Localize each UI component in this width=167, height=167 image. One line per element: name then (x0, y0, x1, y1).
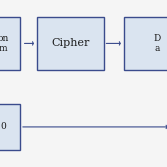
Text: on
m: on m (0, 34, 9, 53)
FancyBboxPatch shape (0, 104, 20, 150)
Text: 0: 0 (1, 122, 6, 131)
Text: Cipher: Cipher (51, 38, 89, 48)
FancyBboxPatch shape (37, 17, 104, 70)
FancyBboxPatch shape (124, 17, 167, 70)
FancyBboxPatch shape (0, 17, 20, 70)
Text: D
a: D a (153, 34, 161, 53)
